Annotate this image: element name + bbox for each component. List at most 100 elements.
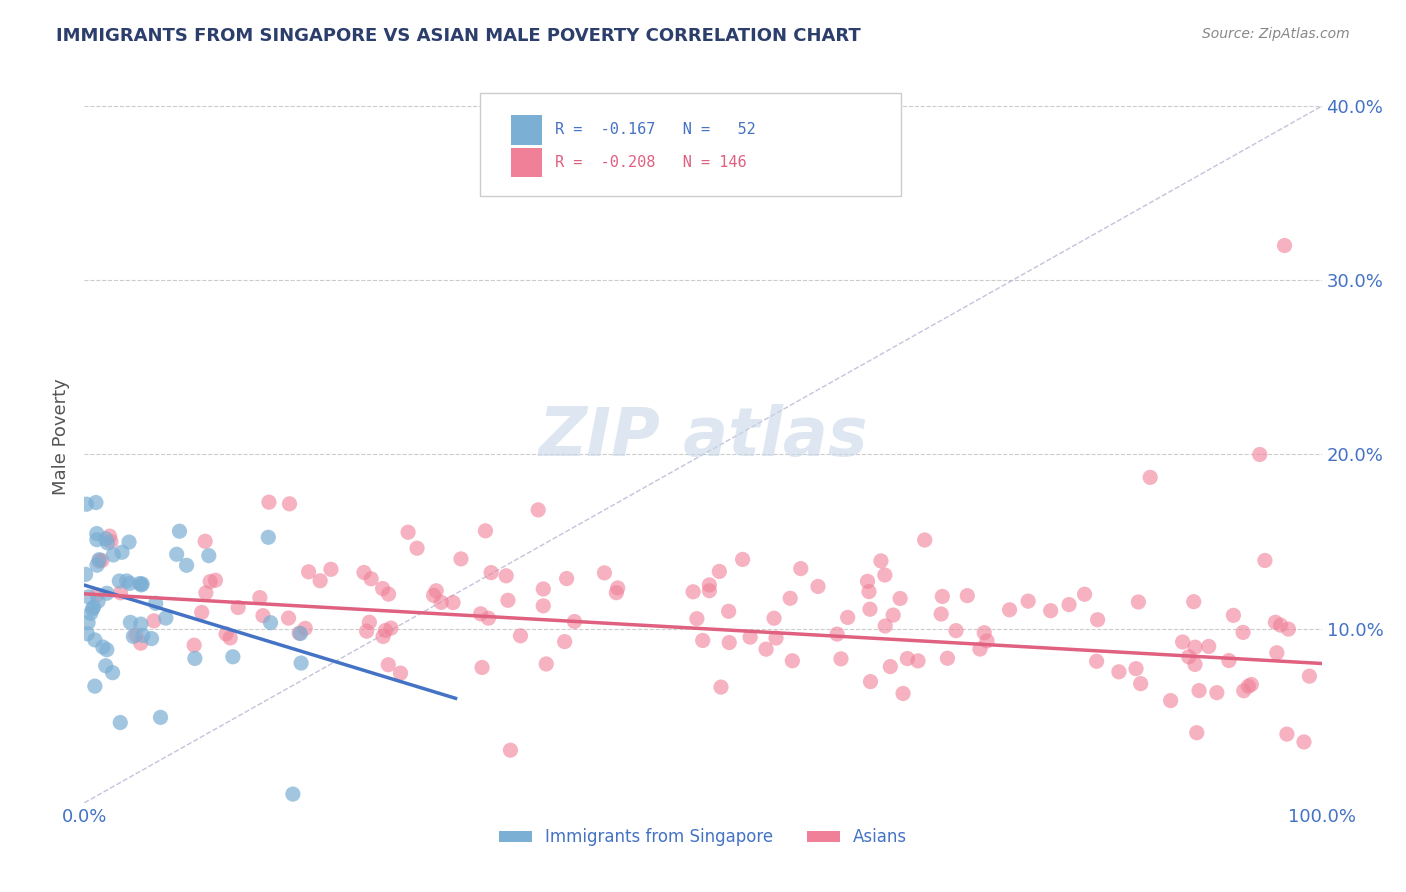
- Point: [257, 530, 280, 544]
- Point: [931, 590, 953, 604]
- Point: [169, 524, 191, 539]
- Point: [86, 526, 108, 541]
- Point: [83, 632, 105, 647]
- Y-axis label: Male Poverty: Male Poverty: [52, 379, 70, 495]
- Point: [183, 638, 205, 652]
- Point: [77, 615, 100, 630]
- Point: [377, 657, 399, 672]
- Point: [84, 495, 107, 509]
- Point: [837, 610, 859, 624]
- Point: [98, 529, 121, 543]
- Point: [564, 615, 586, 629]
- Point: [309, 574, 332, 588]
- Point: [215, 627, 238, 641]
- Point: [882, 608, 904, 623]
- Point: [907, 654, 929, 668]
- Point: [973, 625, 995, 640]
- Text: IMMIGRANTS FROM SINGAPORE VS ASIAN MALE POVERTY CORRELATION CHART: IMMIGRANTS FROM SINGAPORE VS ASIAN MALE …: [56, 27, 860, 45]
- Point: [166, 547, 188, 561]
- Point: [1275, 727, 1298, 741]
- Point: [896, 651, 918, 665]
- Point: [755, 642, 778, 657]
- Point: [1017, 594, 1039, 608]
- Point: [879, 659, 901, 673]
- FancyBboxPatch shape: [481, 94, 901, 195]
- Point: [155, 611, 177, 625]
- Point: [110, 715, 132, 730]
- Point: [1171, 635, 1194, 649]
- Point: [129, 636, 152, 650]
- Point: [425, 583, 447, 598]
- Point: [176, 558, 198, 573]
- Point: [779, 591, 801, 606]
- Point: [859, 674, 882, 689]
- Point: [396, 525, 419, 540]
- Point: [374, 624, 396, 638]
- Point: [1139, 470, 1161, 484]
- Point: [249, 591, 271, 605]
- Point: [360, 572, 382, 586]
- Point: [956, 589, 979, 603]
- Point: [90, 553, 112, 567]
- Point: [142, 614, 165, 628]
- Point: [870, 554, 893, 568]
- FancyBboxPatch shape: [512, 148, 543, 178]
- Point: [1184, 657, 1206, 672]
- Point: [509, 629, 531, 643]
- Point: [132, 628, 155, 642]
- Point: [131, 577, 153, 591]
- Point: [80, 607, 103, 621]
- Point: [145, 596, 167, 610]
- Point: [477, 611, 499, 625]
- Point: [96, 586, 118, 600]
- Point: [1177, 649, 1199, 664]
- Point: [89, 552, 111, 566]
- Point: [101, 665, 124, 680]
- Point: [470, 607, 492, 621]
- Point: [82, 602, 104, 616]
- Point: [222, 649, 245, 664]
- Point: [998, 603, 1021, 617]
- Point: [297, 565, 319, 579]
- Point: [94, 658, 117, 673]
- Point: [1218, 654, 1240, 668]
- Point: [1198, 640, 1220, 654]
- Point: [198, 574, 221, 589]
- Text: ZIP atlas: ZIP atlas: [538, 404, 868, 470]
- Point: [86, 588, 108, 602]
- Point: [1249, 448, 1271, 462]
- Point: [790, 561, 813, 575]
- Point: [479, 566, 502, 580]
- Point: [1160, 693, 1182, 707]
- Point: [111, 545, 134, 559]
- Point: [389, 666, 412, 681]
- Point: [430, 595, 453, 609]
- Point: [699, 583, 721, 598]
- Point: [1129, 676, 1152, 690]
- Point: [1254, 553, 1277, 567]
- Point: [1298, 669, 1320, 683]
- Point: [149, 710, 172, 724]
- FancyBboxPatch shape: [512, 115, 543, 145]
- Point: [86, 558, 108, 573]
- Point: [141, 632, 163, 646]
- Point: [1085, 654, 1108, 668]
- Point: [875, 619, 897, 633]
- Point: [710, 680, 733, 694]
- Point: [1264, 615, 1286, 630]
- Point: [87, 554, 110, 568]
- Point: [471, 660, 494, 674]
- Point: [1274, 238, 1296, 252]
- Point: [1087, 613, 1109, 627]
- Point: [450, 552, 472, 566]
- Point: [914, 533, 936, 547]
- Point: [278, 497, 301, 511]
- Point: [765, 631, 787, 645]
- Point: [709, 565, 731, 579]
- Text: R =  -0.208   N = 146: R = -0.208 N = 146: [554, 155, 747, 170]
- Point: [859, 602, 882, 616]
- Point: [593, 566, 616, 580]
- Point: [555, 572, 578, 586]
- Point: [319, 562, 342, 576]
- Point: [889, 591, 911, 606]
